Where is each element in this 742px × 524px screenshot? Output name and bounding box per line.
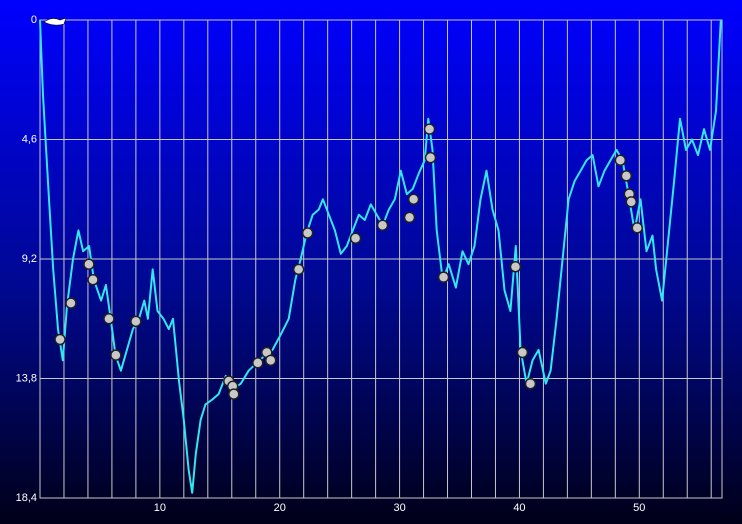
event-marker xyxy=(252,357,264,369)
event-marker xyxy=(54,333,66,346)
event-marker xyxy=(625,196,638,208)
y-tick-label: 0 xyxy=(31,14,37,26)
event-marker xyxy=(437,271,450,283)
event-marker xyxy=(376,219,389,231)
x-tick-label: 20 xyxy=(274,502,286,514)
event-marker xyxy=(83,258,95,270)
event-marker xyxy=(301,227,314,239)
x-tick-label: 10 xyxy=(154,502,166,514)
event-marker xyxy=(292,263,305,276)
event-marker xyxy=(620,170,633,182)
grid: 0 4,6 9,2 13,8 18,4 10 20 30 40 50 xyxy=(16,14,723,514)
event-marker xyxy=(130,315,142,328)
y-tick-label: 9,2 xyxy=(22,253,37,265)
event-marker xyxy=(228,388,240,400)
event-marker xyxy=(509,261,522,273)
event-marker xyxy=(423,123,436,135)
x-tick-label: 50 xyxy=(633,502,645,514)
event-marker xyxy=(631,222,644,234)
x-tick-label: 30 xyxy=(393,502,405,514)
start-icon xyxy=(43,17,67,26)
event-marker xyxy=(524,377,537,390)
x-tick-label: 40 xyxy=(513,502,525,514)
event-marker xyxy=(103,313,115,325)
event-marker xyxy=(516,346,529,359)
plot xyxy=(39,19,722,494)
event-marker xyxy=(87,274,99,286)
event-marker xyxy=(614,154,627,167)
event-marker xyxy=(403,211,416,224)
y-tick-label: 13,8 xyxy=(16,372,37,384)
event-marker xyxy=(65,297,77,309)
event-marker xyxy=(349,232,362,244)
event-marker xyxy=(424,151,437,164)
event-marker xyxy=(407,193,420,205)
y-tick-label: 18,4 xyxy=(16,492,37,504)
event-marker xyxy=(110,349,122,361)
depth-line xyxy=(39,19,722,494)
y-tick-label: 4,6 xyxy=(22,133,37,145)
event-marker xyxy=(264,354,277,367)
